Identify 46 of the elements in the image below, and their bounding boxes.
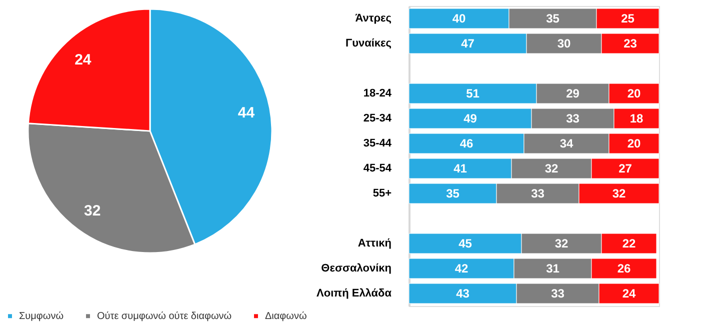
data-label: 32 <box>544 162 558 176</box>
data-label: 32 <box>84 202 101 220</box>
data-label: 27 <box>618 162 632 176</box>
data-label: 41 <box>454 162 468 176</box>
data-label: 40 <box>452 12 466 26</box>
y-tick-label: 45-54 <box>363 162 392 174</box>
data-label: 20 <box>627 86 641 100</box>
y-tick-label: 55+ <box>372 188 392 200</box>
data-label: 33 <box>566 112 580 126</box>
data-label: 26 <box>617 262 631 276</box>
y-tick-label: Αττική <box>358 238 392 250</box>
data-label: 33 <box>531 186 545 200</box>
data-label: 30 <box>557 36 571 50</box>
y-tick-label: 25-34 <box>363 112 392 124</box>
data-label: 51 <box>466 86 480 100</box>
data-label: 20 <box>627 136 641 150</box>
y-tick-label: Γυναίκες <box>345 38 392 50</box>
data-label: 32 <box>554 236 568 250</box>
data-label: 35 <box>446 186 460 200</box>
data-label: 22 <box>622 236 636 250</box>
y-tick-label: Λοιπή Ελλάδα <box>316 288 392 300</box>
data-label: 45 <box>458 236 472 250</box>
data-label: 32 <box>612 186 626 200</box>
legend-label: Συμφωνώ <box>19 311 64 322</box>
data-label: 29 <box>566 86 580 100</box>
y-tick-label: 18-24 <box>363 88 392 100</box>
data-label: 46 <box>460 136 474 150</box>
data-label: 23 <box>624 36 638 50</box>
legend-label: Ούτε συμφωνώ ούτε διαφωνώ <box>97 311 232 322</box>
data-label: 34 <box>560 136 574 150</box>
data-label: 43 <box>456 286 470 300</box>
data-label: 44 <box>238 104 256 122</box>
data-label: 31 <box>546 262 560 276</box>
data-label: 49 <box>464 112 478 126</box>
data-label: 35 <box>546 12 560 26</box>
y-tick-label: 35-44 <box>363 138 392 150</box>
data-label: 24 <box>622 286 636 300</box>
data-label: 47 <box>461 36 475 50</box>
data-label: 25 <box>621 12 635 26</box>
data-label: 33 <box>551 286 565 300</box>
y-tick-label: Θεσσαλονίκη <box>321 262 392 274</box>
y-tick-label: Άντρες <box>355 12 392 24</box>
data-label: 42 <box>454 262 468 276</box>
data-label: 24 <box>74 52 92 69</box>
data-label: 18 <box>630 112 644 126</box>
legend-label: Διαφωνώ <box>265 311 307 322</box>
